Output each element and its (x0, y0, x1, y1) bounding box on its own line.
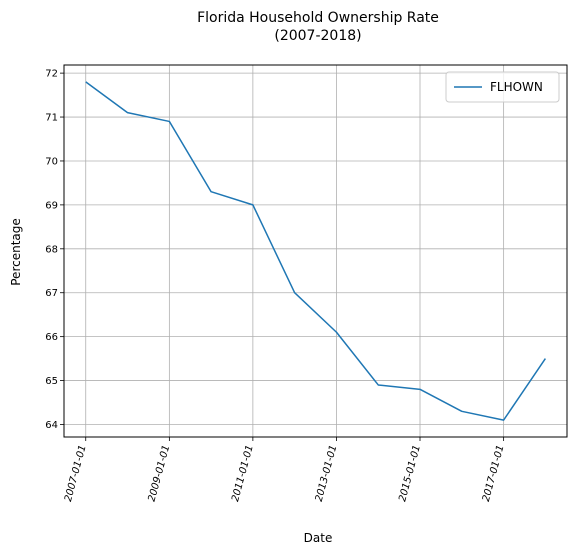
y-tick-label: 66 (45, 332, 58, 343)
x-tick-label: 2009-01-01 (147, 444, 173, 503)
y-tick-label: 71 (45, 113, 58, 124)
x-tick-label: 2011-01-01 (230, 444, 256, 503)
legend: FLHOWN (445, 71, 560, 103)
legend-label: FLHOWN (490, 80, 543, 94)
y-axis-label: Percentage (9, 218, 23, 286)
y-tick-label: 64 (45, 420, 58, 431)
grid (64, 65, 567, 437)
series-line-flhown (85, 81, 547, 421)
y-tick-label: 69 (45, 200, 58, 211)
x-axis-label: Date (304, 531, 333, 545)
y-tick-label: 67 (45, 288, 58, 299)
y-tick-label: 65 (45, 376, 58, 387)
y-tick-label: 70 (45, 156, 58, 167)
chart-subtitle: (2007-2018) (274, 28, 361, 44)
x-tick-label: 2017-01-01 (481, 444, 507, 503)
y-tick-label: 68 (45, 244, 58, 255)
x-axis: 2007-01-01 2009-01-01 2011-01-01 2013-01-01… (63, 437, 507, 503)
x-tick-label: 2015-01-01 (397, 444, 423, 503)
x-tick-label: 2013-01-01 (314, 444, 340, 503)
legend-box (445, 71, 560, 103)
x-tick-label: 2007-01-01 (63, 444, 89, 503)
plot-area-frame (63, 64, 568, 438)
chart-title: Florida Household Ownership Rate (197, 10, 439, 26)
series-layer (85, 81, 547, 421)
y-axis: 64 65 66 67 68 69 70 71 72 (45, 69, 64, 431)
y-tick-label: 72 (45, 69, 58, 80)
